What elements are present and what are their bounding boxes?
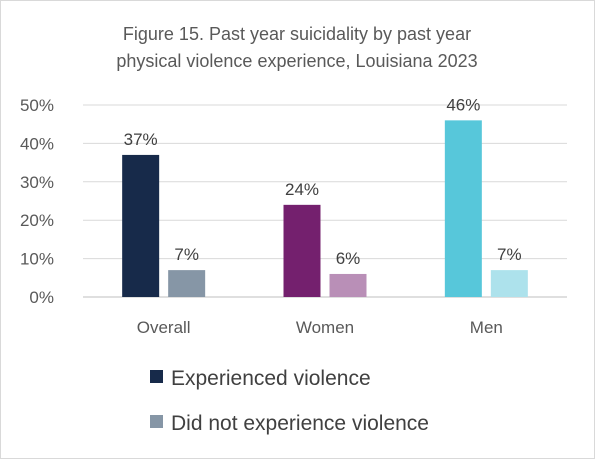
legend-label-not-experienced: Did not experience violence — [171, 412, 429, 435]
y-tick-label: 0% — [29, 288, 54, 307]
bar-women-series-1 — [283, 204, 321, 297]
legend-label-experienced: Experienced violence — [171, 367, 371, 390]
data-label: 37% — [124, 130, 158, 149]
legend: Experienced violence Did not experience … — [150, 367, 429, 435]
category-label-women: Women — [296, 318, 354, 337]
y-tick-label: 40% — [20, 134, 54, 153]
data-labels: 37% 7% 24% 6% 46% 7% — [124, 95, 522, 268]
data-label: 7% — [174, 245, 199, 264]
y-tick-label: 10% — [20, 250, 54, 269]
y-tick-label: 30% — [20, 173, 54, 192]
y-axis-ticks: 0% 10% 20% 30% 40% 50% — [20, 96, 54, 307]
bar-women-series-2 — [329, 273, 367, 297]
bar-men-series-1 — [444, 120, 482, 297]
data-label: 6% — [336, 249, 361, 268]
chart-title-line-2: physical violence experience, Louisiana … — [116, 51, 477, 71]
data-label: 46% — [446, 95, 480, 114]
legend-swatch-experienced — [150, 370, 163, 383]
chart-title-line-1: Figure 15. Past year suicidality by past… — [123, 24, 471, 44]
bars — [122, 120, 528, 297]
data-label: 24% — [285, 180, 319, 199]
data-label: 7% — [497, 245, 522, 264]
legend-swatch-not-experienced — [150, 415, 163, 428]
bar-men-series-2 — [490, 270, 528, 297]
category-label-overall: Overall — [137, 318, 191, 337]
category-label-men: Men — [470, 318, 503, 337]
y-tick-label: 20% — [20, 211, 54, 230]
y-tick-label: 50% — [20, 96, 54, 115]
bar-overall-series-1 — [122, 154, 160, 297]
gridlines — [83, 104, 567, 298]
category-labels: Overall Women Men — [137, 318, 503, 337]
bar-overall-series-2 — [168, 270, 206, 297]
